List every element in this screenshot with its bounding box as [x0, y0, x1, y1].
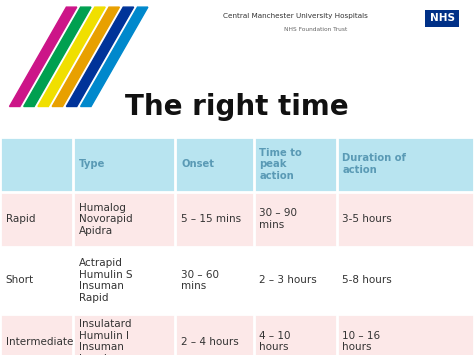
Text: Time to
peak
action: Time to peak action	[259, 148, 302, 181]
Text: Insulatard
Humulin I
Insuman
basal: Insulatard Humulin I Insuman basal	[79, 319, 132, 355]
Text: Short: Short	[6, 275, 34, 285]
Text: The right time: The right time	[125, 93, 349, 120]
Text: 30 – 60
mins: 30 – 60 mins	[181, 270, 219, 291]
Text: Humalog
Novorapid
Apidra: Humalog Novorapid Apidra	[79, 203, 133, 236]
Text: Duration of
action: Duration of action	[342, 153, 406, 175]
Text: 5-8 hours: 5-8 hours	[342, 275, 392, 285]
Text: NHS Foundation Trust: NHS Foundation Trust	[284, 27, 347, 32]
Text: 5 – 15 mins: 5 – 15 mins	[181, 214, 241, 224]
Text: 10 – 16
hours: 10 – 16 hours	[342, 331, 380, 353]
Text: 30 – 90
mins: 30 – 90 mins	[259, 208, 297, 230]
Text: Onset: Onset	[181, 159, 214, 169]
Text: Central Manchester University Hospitals: Central Manchester University Hospitals	[223, 13, 368, 19]
Text: NHS: NHS	[430, 13, 455, 23]
Text: Type: Type	[79, 159, 106, 169]
Text: 3-5 hours: 3-5 hours	[342, 214, 392, 224]
Text: 2 – 3 hours: 2 – 3 hours	[259, 275, 317, 285]
Text: Intermediate: Intermediate	[6, 337, 73, 347]
Text: 4 – 10
hours: 4 – 10 hours	[259, 331, 291, 353]
Text: 2 – 4 hours: 2 – 4 hours	[181, 337, 239, 347]
Text: Rapid: Rapid	[6, 214, 35, 224]
Text: Actrapid
Humulin S
Insuman
Rapid: Actrapid Humulin S Insuman Rapid	[79, 258, 133, 303]
